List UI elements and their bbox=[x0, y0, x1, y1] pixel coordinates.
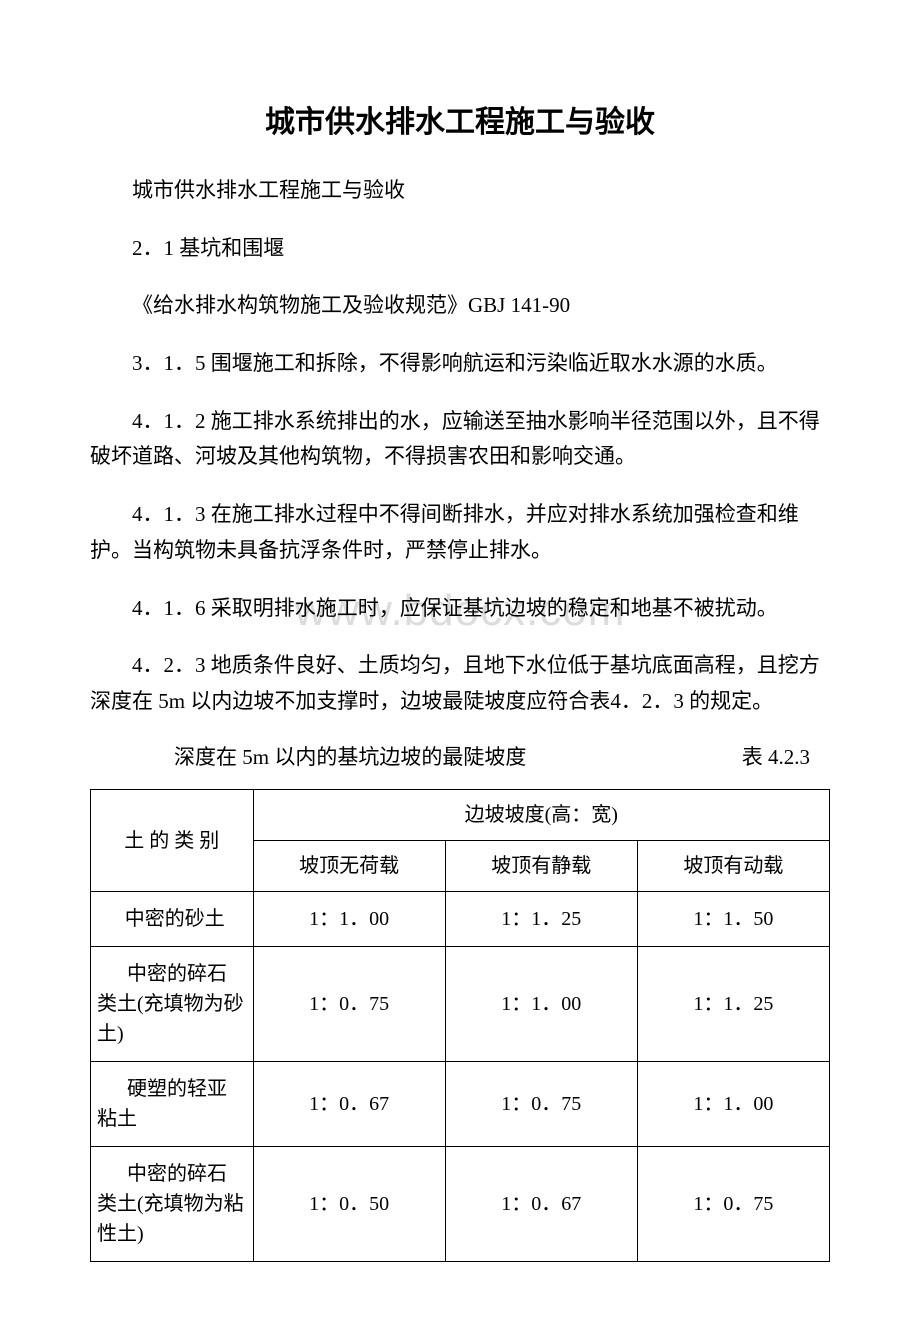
document-content: 城市供水排水工程施工与验收 城市供水排水工程施工与验收 2．1 基坑和围堰 《给… bbox=[90, 100, 830, 1262]
paragraph-subtitle: 城市供水排水工程施工与验收 bbox=[90, 173, 830, 209]
cell-value: 1：1．00 bbox=[445, 947, 637, 1062]
cell-soil-text: 中密的碎石类土(充填物为粘性土) bbox=[97, 1159, 245, 1249]
cell-value: 1：0．67 bbox=[253, 1062, 445, 1147]
table-row: 中密的砂土 1：1．00 1：1．25 1：1．50 bbox=[91, 892, 830, 947]
table-header-row-1: 土 的 类 别 边坡坡度(高：宽) bbox=[91, 790, 830, 841]
paragraph-4-1-2: 4．1．2 施工排水系统排出的水，应输送至抽水影响半径范围以外，且不得破坏道路、… bbox=[90, 404, 830, 475]
slope-table: 土 的 类 别 边坡坡度(高：宽) 坡顶无荷载 坡顶有静载 坡顶有动载 中密的砂… bbox=[90, 789, 830, 1262]
header-col-noload: 坡顶无荷载 bbox=[253, 841, 445, 892]
paragraph-4-1-6: 4．1．6 采取明排水施工时，应保证基坑边坡的稳定和地基不被扰动。 bbox=[90, 591, 830, 627]
cell-value: 1：1．25 bbox=[445, 892, 637, 947]
cell-value: 1：0．75 bbox=[637, 1147, 829, 1262]
table-row: 硬塑的轻亚粘土 1：0．67 1：0．75 1：1．00 bbox=[91, 1062, 830, 1147]
cell-value: 1：1．50 bbox=[637, 892, 829, 947]
paragraph-4-2-3: 4．2．3 地质条件良好、土质均匀，且地下水位低于基坑底面高程，且挖方深度在 5… bbox=[90, 648, 830, 719]
paragraph-3-1-5: 3．1．5 围堰施工和拆除，不得影响航运和污染临近取水水源的水质。 bbox=[90, 346, 830, 382]
table-row: 中密的碎石类土(充填物为粘性土) 1：0．50 1：0．67 1：0．75 bbox=[91, 1147, 830, 1262]
table-row: 中密的碎石类土(充填物为砂土) 1：0．75 1：1．00 1：1．25 bbox=[91, 947, 830, 1062]
cell-value: 1：0．75 bbox=[253, 947, 445, 1062]
document-title: 城市供水排水工程施工与验收 bbox=[90, 100, 830, 145]
paragraph-4-1-3: 4．1．3 在施工排水过程中不得间断排水，并应对排水系统加强检查和维护。当构筑物… bbox=[90, 497, 830, 568]
cell-soil: 硬塑的轻亚粘土 bbox=[91, 1062, 254, 1147]
cell-value: 1：0．50 bbox=[253, 1147, 445, 1262]
header-slope-span: 边坡坡度(高：宽) bbox=[253, 790, 829, 841]
cell-soil-text: 中密的碎石类土(充填物为砂土) bbox=[97, 959, 245, 1049]
cell-value: 1：1．25 bbox=[637, 947, 829, 1062]
cell-value: 1：0．75 bbox=[445, 1062, 637, 1147]
paragraph-section-2-1: 2．1 基坑和围堰 bbox=[90, 231, 830, 267]
header-col-static: 坡顶有静载 bbox=[445, 841, 637, 892]
table-caption-left: 深度在 5m 以内的基坑边坡的最陡坡度 bbox=[174, 745, 526, 769]
table-caption-right: 表 4.2.3 bbox=[658, 742, 810, 774]
cell-soil: 中密的碎石类土(充填物为砂土) bbox=[91, 947, 254, 1062]
cell-soil: 中密的砂土 bbox=[91, 892, 254, 947]
paragraph-spec-ref: 《给水排水构筑物施工及验收规范》GBJ 141-90 bbox=[90, 288, 830, 324]
cell-value: 1：0．67 bbox=[445, 1147, 637, 1262]
cell-soil-text: 硬塑的轻亚粘土 bbox=[97, 1074, 245, 1134]
header-soil-type: 土 的 类 别 bbox=[91, 790, 254, 892]
cell-value: 1：1．00 bbox=[253, 892, 445, 947]
header-col-dynamic: 坡顶有动载 bbox=[637, 841, 829, 892]
cell-soil: 中密的碎石类土(充填物为粘性土) bbox=[91, 1147, 254, 1262]
cell-value: 1：1．00 bbox=[637, 1062, 829, 1147]
table-caption: 深度在 5m 以内的基坑边坡的最陡坡度 表 4.2.3 bbox=[90, 742, 830, 774]
